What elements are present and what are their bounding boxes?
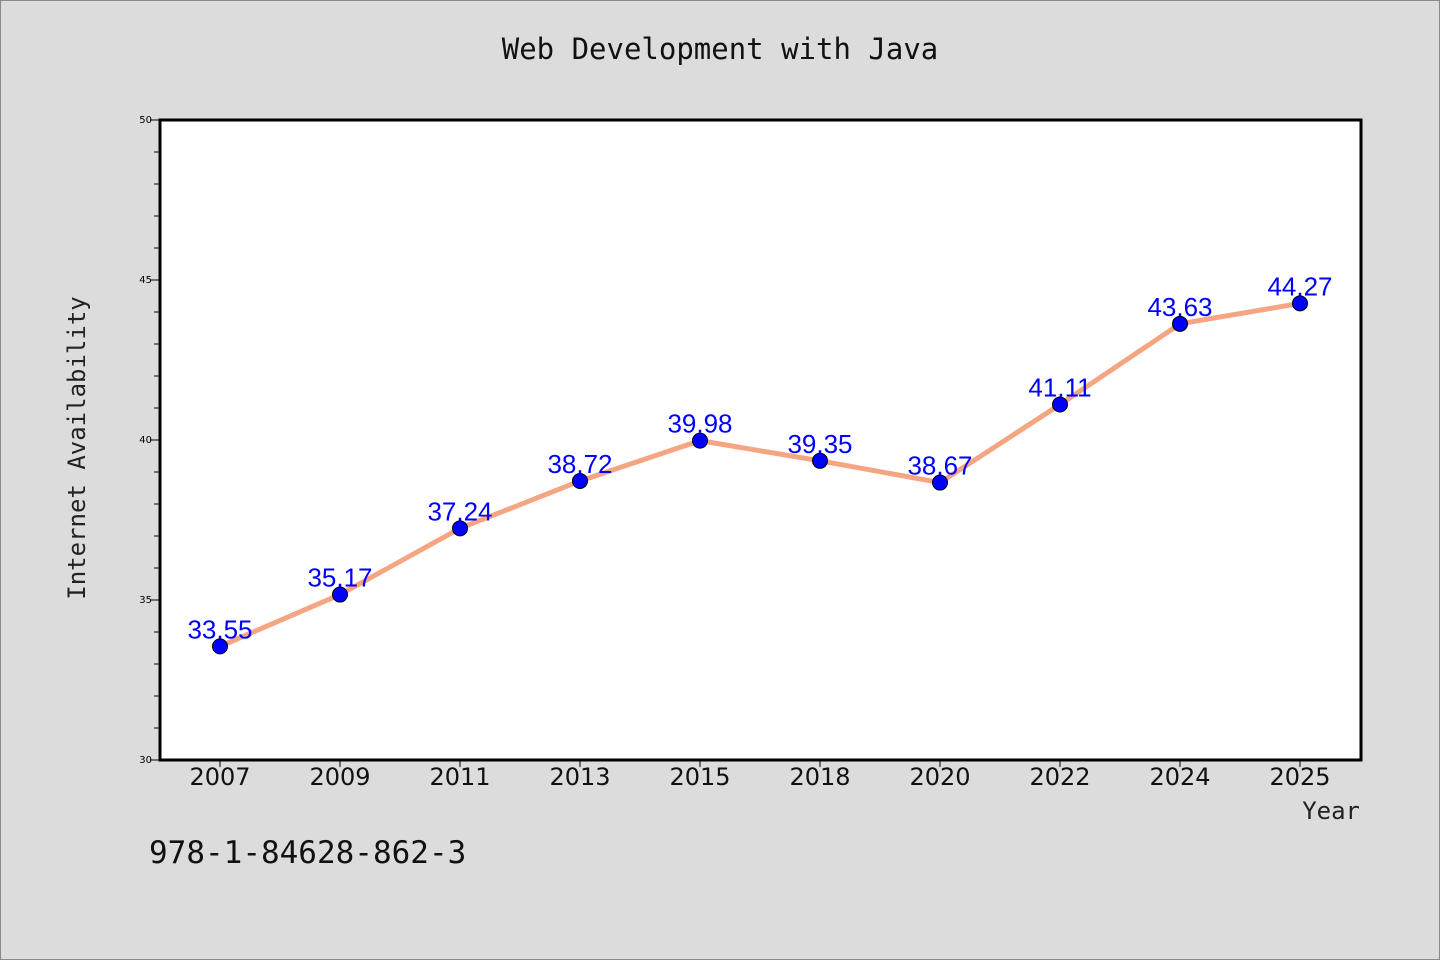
data-label: 33.55 <box>187 614 252 644</box>
x-axis-label: Year <box>1302 797 1360 825</box>
data-label: 39.35 <box>787 429 852 459</box>
y-axis: 30 35 40 45 50 <box>139 115 160 766</box>
chart-title: Web Development with Java <box>501 32 939 66</box>
x-tick-label: 2024 <box>1149 763 1210 791</box>
x-tick-label: 2022 <box>1029 763 1090 791</box>
data-label: 37.24 <box>427 496 492 526</box>
x-tick-label: 2009 <box>309 763 370 791</box>
x-tick-label: 2007 <box>189 763 250 791</box>
data-point <box>1292 295 1308 312</box>
x-tick-label: 2013 <box>549 763 610 791</box>
series-markers <box>212 295 1308 655</box>
x-axis: 2007 2009 2011 2013 2015 2018 2020 2022 2024 2025 <box>189 760 1331 791</box>
data-point <box>1052 396 1068 413</box>
data-point <box>1172 315 1188 332</box>
data-point <box>812 452 828 469</box>
y-tick-label: 30 <box>139 755 152 766</box>
x-tick-label: 2020 <box>909 763 970 791</box>
data-label: 44.27 <box>1267 271 1332 301</box>
data-point <box>452 520 468 537</box>
x-tick-label: 2015 <box>669 763 730 791</box>
data-point <box>932 474 948 491</box>
data-label: 35.17 <box>307 563 372 593</box>
data-label: 43.63 <box>1147 292 1212 322</box>
plot-area <box>160 120 1361 760</box>
data-point <box>332 586 348 603</box>
data-label: 41.11 <box>1028 372 1091 402</box>
data-point <box>212 638 228 655</box>
x-tick-label: 2018 <box>789 763 850 791</box>
data-point <box>692 432 708 449</box>
data-point <box>572 472 588 489</box>
isbn-text: 978-1-84628-862-3 <box>149 835 467 871</box>
y-tick-label: 40 <box>139 435 152 446</box>
plot-frame <box>158 118 1363 762</box>
y-tick-label: 45 <box>139 275 152 286</box>
data-label: 38.72 <box>547 449 612 479</box>
data-labels: 33.55 35.17 37.24 38.72 39.98 39.35 38.67 41.11… <box>187 271 1332 644</box>
y-tick-label: 35 <box>139 595 152 606</box>
data-label: 38.67 <box>907 451 972 481</box>
x-tick-label: 2011 <box>429 763 490 791</box>
series-line <box>217 300 1303 649</box>
y-tick-label: 50 <box>139 115 152 126</box>
x-tick-label: 2025 <box>1269 763 1330 791</box>
data-label: 39.98 <box>667 409 732 439</box>
